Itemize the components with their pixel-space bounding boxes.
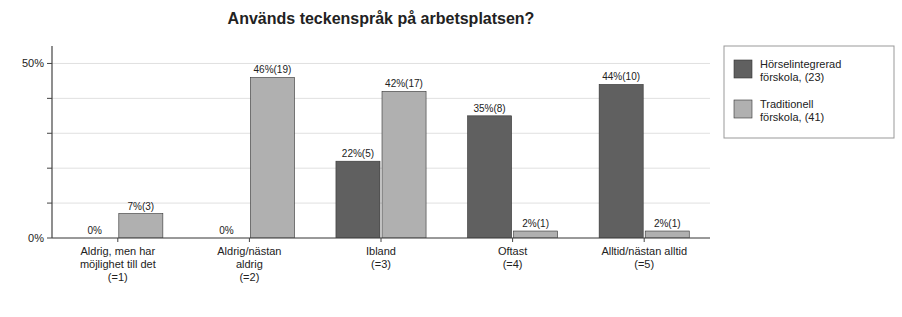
x-tick-label: Oftast(=4) xyxy=(498,245,527,270)
bars xyxy=(119,77,689,238)
y-tick xyxy=(47,168,52,169)
grid-line xyxy=(52,63,710,64)
bar xyxy=(119,214,163,238)
bar xyxy=(250,77,294,238)
x-tick xyxy=(644,238,645,242)
bar xyxy=(599,84,643,238)
x-tick-label: Alltid/nästan alltid(=5) xyxy=(601,245,687,270)
x-tick xyxy=(381,238,382,242)
y-tick xyxy=(47,133,52,134)
y-tick xyxy=(47,63,52,64)
x-tick xyxy=(117,238,118,242)
data-label: 2%(1) xyxy=(654,218,681,229)
bar xyxy=(336,161,380,238)
bar xyxy=(645,231,689,238)
data-label: 44%(10) xyxy=(602,71,640,82)
bar xyxy=(514,231,558,238)
y-tick xyxy=(47,238,52,239)
data-label: 0% xyxy=(219,225,234,236)
y-tick xyxy=(47,98,52,99)
data-label: 2%(1) xyxy=(522,218,549,229)
y-tick-label: 50% xyxy=(22,57,44,69)
data-label: 35%(8) xyxy=(473,103,505,114)
y-axis-line xyxy=(51,46,52,238)
bar xyxy=(382,91,426,238)
chart-svg: Används teckenspråk på arbetsplatsen? 0% 5… xyxy=(0,0,902,317)
legend-swatch xyxy=(734,100,752,118)
bar xyxy=(468,116,512,238)
chart-container: Används teckenspråk på arbetsplatsen? 0% 5… xyxy=(0,0,902,317)
title: Används teckenspråk på arbetsplatsen? xyxy=(228,10,535,27)
legend-label: Hörselintegreradförskola, (23) xyxy=(760,58,841,83)
legend-frame xyxy=(724,46,894,138)
y-tick-label: 0% xyxy=(28,232,44,244)
data-label: 7%(3) xyxy=(127,201,154,212)
data-label: 42%(17) xyxy=(385,78,423,89)
x-axis: Aldrig, men harmöjlighet till det(=1) Ald… xyxy=(52,238,710,283)
legend-swatch xyxy=(734,60,752,78)
data-labels: 0% 0% 22%(5) 35%(8) 44%(10) 7%(3) 46%(19) 42%(1… xyxy=(88,64,681,236)
data-label: 22%(5) xyxy=(342,148,374,159)
legend-label: Traditionellförskola, (41) xyxy=(760,98,824,123)
x-tick-label: Aldrig, men harmöjlighet till det(=1) xyxy=(80,245,156,283)
data-label: 0% xyxy=(88,225,103,236)
y-tick xyxy=(47,203,52,204)
y-axis: 0% 50% xyxy=(22,46,710,244)
data-label: 46%(19) xyxy=(254,64,292,75)
x-tick xyxy=(512,238,513,242)
x-tick-label: Ibland(=3) xyxy=(366,245,396,270)
x-tick xyxy=(249,238,250,242)
legend: Hörselintegreradförskola, (23) Traditione… xyxy=(724,46,894,138)
x-tick-label: Aldrig/nästanaldrig(=2) xyxy=(217,245,281,283)
